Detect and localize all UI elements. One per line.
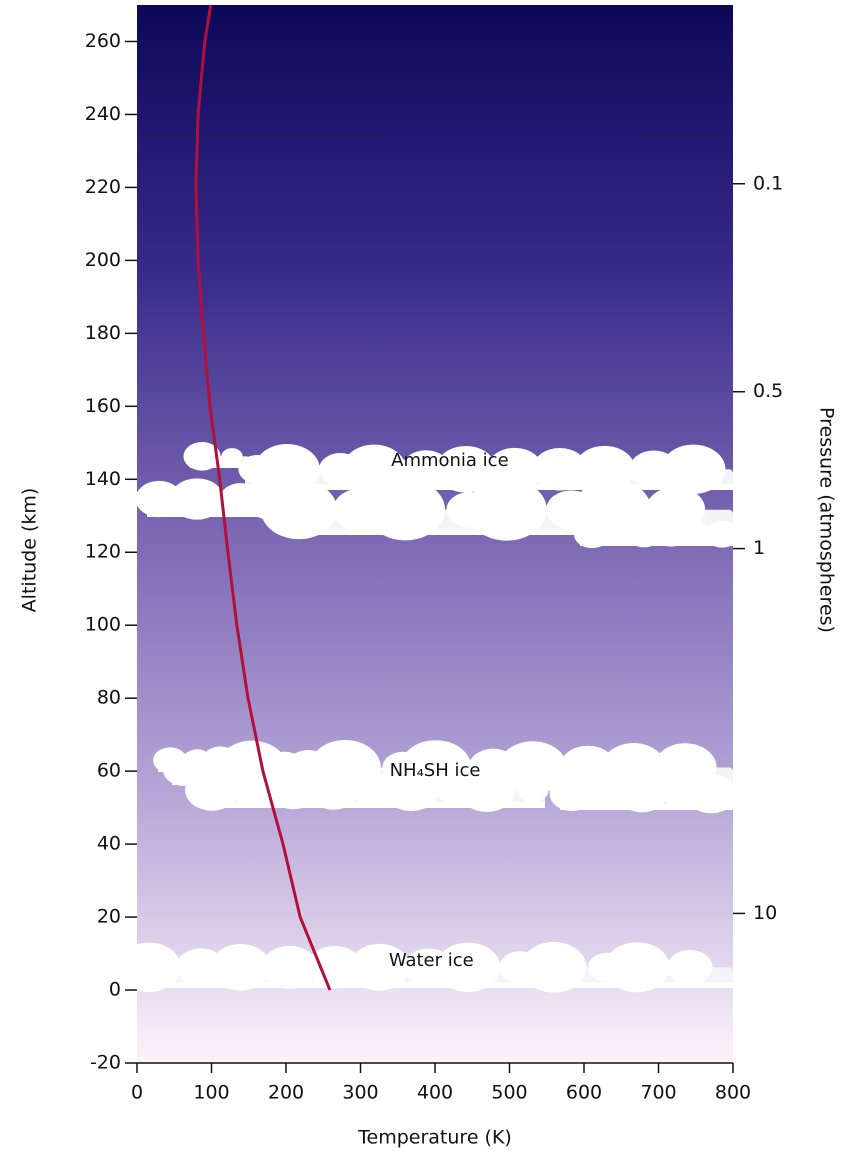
- y-tick-label: 260: [85, 30, 121, 52]
- cloud: [560, 804, 733, 810]
- cloud: [667, 950, 712, 985]
- x-tick-label: 500: [491, 1082, 527, 1104]
- y-tick-label: 0: [109, 979, 121, 1001]
- y-tick-label: 200: [85, 249, 121, 271]
- x-tick-label: 0: [131, 1082, 143, 1104]
- y-tick-label: 220: [85, 176, 121, 198]
- x-tick-label: 700: [640, 1082, 676, 1104]
- y-tick-label: 60: [97, 760, 121, 782]
- y-tick-label: -20: [90, 1052, 121, 1074]
- x-tick-label: 200: [268, 1082, 304, 1104]
- y2-tick-label: 0.5: [753, 380, 783, 402]
- cloud: [137, 982, 733, 988]
- page: Altitude (km) Pressure (atmospheres) Tem…: [0, 0, 846, 1157]
- y-tick-label: 20: [97, 906, 121, 928]
- y-tick-label: 240: [85, 103, 121, 125]
- y-tick-label: 80: [97, 687, 121, 709]
- y2-axis-label: Pressure (atmospheres): [816, 407, 838, 633]
- chart: Altitude (km) Pressure (atmospheres) Tem…: [0, 0, 846, 1157]
- y2-tick-label: 10: [753, 902, 777, 924]
- x-tick-label: 400: [417, 1082, 453, 1104]
- y-tick-label: 180: [85, 322, 121, 344]
- x-tick-label: 300: [342, 1082, 378, 1104]
- x-axis-label: Temperature (K): [357, 1127, 512, 1149]
- y-tick-label: 40: [97, 833, 121, 855]
- cloud: [200, 802, 545, 808]
- annotation: Water ice: [389, 950, 474, 971]
- y2-tick-label: 1: [753, 537, 765, 559]
- x-tick-label: 800: [715, 1082, 751, 1104]
- y-tick-label: 100: [85, 614, 121, 636]
- y-tick-label: 140: [85, 468, 121, 490]
- x-tick-label: 100: [193, 1082, 229, 1104]
- y-tick-label: 120: [85, 541, 121, 563]
- cloud: [580, 540, 733, 546]
- annotation: NH₄SH ice: [390, 760, 481, 781]
- x-tick-label: 600: [566, 1082, 602, 1104]
- y2-tick-label: 0.1: [753, 172, 783, 194]
- annotation: Ammonia ice: [391, 450, 509, 471]
- y-axis-label: Altitude (km): [19, 488, 41, 613]
- y-tick-label: 160: [85, 395, 121, 417]
- cloud: [517, 778, 549, 803]
